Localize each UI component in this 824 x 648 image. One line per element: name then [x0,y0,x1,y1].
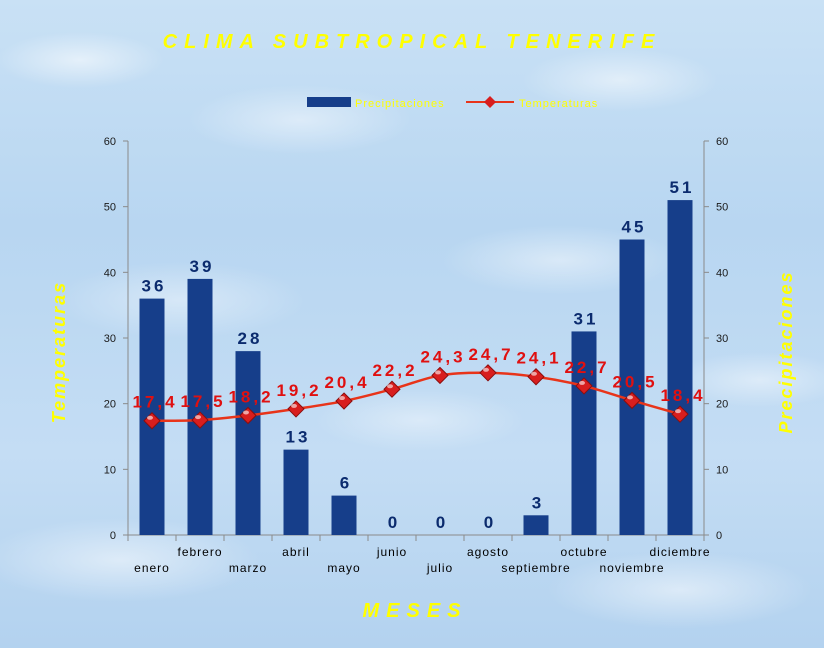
x-tick-label: junio [376,545,407,559]
bar-precipitaciones [331,495,357,535]
temperature-value-label: 24,3 [420,347,465,366]
temperature-value-label: 18,4 [660,386,705,405]
bar-value-label: 51 [670,178,695,197]
bar-precipitaciones [187,278,213,535]
temperature-marker [431,366,449,385]
temperature-value-label: 19,2 [276,381,321,400]
y-tick-label-left: 60 [104,136,116,148]
legend: Precipitaciones Temperaturas [307,96,598,110]
y-axis-right-title: Precipitaciones [776,270,796,433]
bar-value-label: 0 [388,513,400,532]
temperature-marker [671,405,689,423]
legend-marker-icon [484,96,496,108]
bar-precipitaciones [523,515,549,535]
bar-precipitaciones [667,200,693,535]
y-tick-label-left: 10 [104,464,116,476]
temperature-marker [383,380,401,398]
y-axis-left-title: Temperaturas [49,281,69,423]
x-tick-label: mayo [327,561,360,575]
x-tick-label: febrero [177,545,222,559]
x-tick-label: octubre [560,545,607,559]
temperature-marker [527,368,545,386]
legend-label-temperaturas: Temperaturas [519,98,598,110]
x-tick-label: abril [282,545,310,559]
marker-highlight [531,371,537,376]
marker-highlight [339,396,345,401]
temperature-marker [623,391,641,410]
bar-precipitaciones [283,449,309,535]
y-tick-label-left: 0 [110,530,116,542]
marker-highlight [435,370,441,375]
marker-highlight [147,415,153,420]
x-axis-title: MESES [362,600,467,622]
bar-precipitaciones [571,331,597,535]
temperature-value-label: 18,2 [228,387,273,406]
y-tick-label-left: 30 [104,333,116,345]
marker-highlight [387,384,393,389]
marker-highlight [627,395,633,400]
marker-highlight [243,410,249,415]
bar-value-label: 13 [286,428,311,447]
temperature-marker [479,364,497,382]
temperature-value-label: 20,4 [324,373,369,392]
x-tick-label: noviembre [599,561,664,575]
bar-value-label: 36 [142,277,167,296]
y-tick-label-right: 50 [716,202,728,214]
temperature-line [143,364,689,430]
temperature-value-label: 20,5 [612,372,657,391]
bar-value-label: 28 [238,329,263,348]
x-tick-label: septiembre [501,561,570,575]
y-tick-label-right: 60 [716,136,728,148]
x-tick-label: diciembre [649,545,710,559]
y-tick-label-right: 0 [716,530,722,542]
bar-value-label: 0 [436,513,448,532]
bar-value-label: 6 [340,474,352,493]
marker-highlight [579,380,585,385]
y-tick-label-left: 50 [104,202,116,214]
marker-highlight [291,403,297,408]
bar-value-label: 39 [190,257,215,276]
y-tick-label-left: 40 [104,267,116,279]
temperature-value-label: 22,7 [564,358,609,377]
marker-highlight [483,367,489,372]
y-tick-label-right: 40 [716,267,728,279]
temperature-value-label: 22,2 [372,361,417,380]
chart-title: CLIMA SUBTROPICAL TENERIFE [163,31,662,53]
temperature-value-label: 24,7 [468,345,513,364]
bar-precipitaciones [235,351,261,535]
y-tick-label-right: 20 [716,399,728,411]
bar-value-label: 45 [622,218,647,237]
marker-highlight [675,409,681,414]
x-tick-label: julio [426,561,453,575]
bars [139,200,693,535]
temperature-marker [191,411,209,429]
bar-value-label: 0 [484,513,496,532]
bar-precipitaciones [619,239,645,535]
y-tick-label-left: 20 [104,399,116,411]
y-tick-label-right: 30 [716,333,728,345]
x-tick-label: enero [134,561,170,575]
bar-value-label: 3 [532,493,544,512]
temperature-value-label: 24,1 [516,349,561,368]
marker-highlight [195,415,201,420]
bar-value-label: 31 [574,309,599,328]
temperature-marker [287,400,305,418]
temperature-value-label: 17,5 [180,392,225,411]
legend-swatch-precipitaciones [307,97,351,107]
temperature-marker [335,392,353,410]
x-tick-label: marzo [229,561,267,575]
y-tick-label-right: 10 [716,464,728,476]
temperature-value-label: 17,4 [132,393,177,412]
x-tick-label: agosto [467,545,509,559]
legend-label-precipitaciones: Precipitaciones [355,98,445,110]
